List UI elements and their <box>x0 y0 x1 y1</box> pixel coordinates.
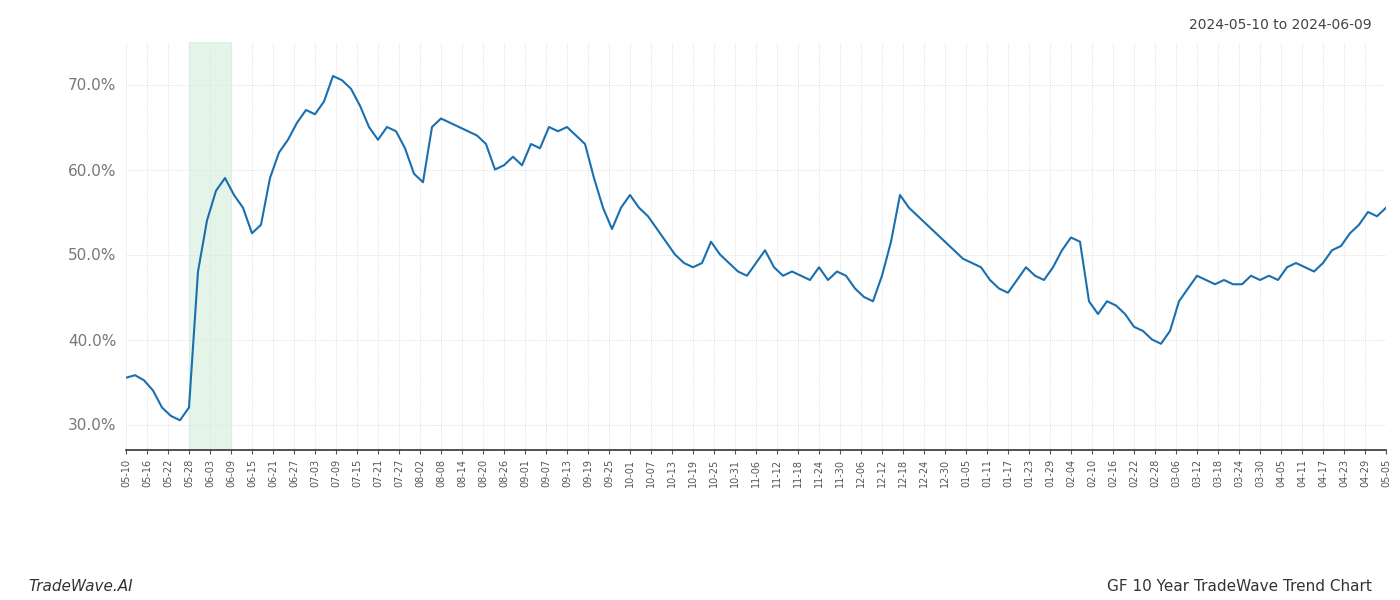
Text: GF 10 Year TradeWave Trend Chart: GF 10 Year TradeWave Trend Chart <box>1107 579 1372 594</box>
Text: 2024-05-10 to 2024-06-09: 2024-05-10 to 2024-06-09 <box>1190 18 1372 32</box>
Bar <box>189 42 231 450</box>
Text: TradeWave.AI: TradeWave.AI <box>28 579 133 594</box>
